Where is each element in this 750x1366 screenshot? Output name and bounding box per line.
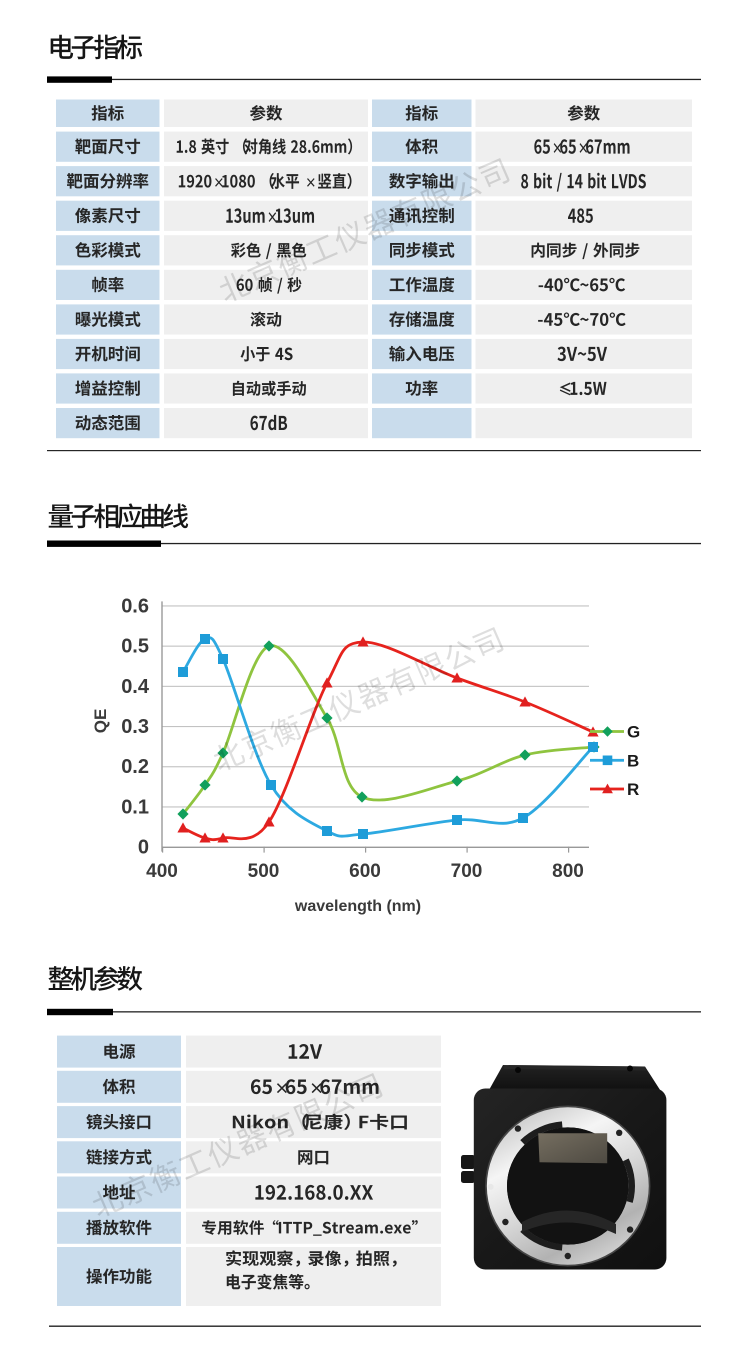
svg-text:0.6: 0.6 — [121, 595, 149, 617]
svg-text:QE: QE — [91, 709, 110, 734]
svg-text:G: G — [627, 723, 640, 742]
svg-text:0.2: 0.2 — [121, 756, 149, 778]
svg-text:400: 400 — [146, 861, 178, 882]
svg-text:B: B — [627, 751, 639, 770]
svg-text:600: 600 — [349, 861, 381, 882]
svg-text:0: 0 — [138, 837, 149, 859]
svg-text:0.4: 0.4 — [121, 676, 150, 698]
svg-text:R: R — [627, 780, 639, 799]
svg-text:700: 700 — [451, 861, 483, 882]
svg-text:500: 500 — [248, 861, 280, 882]
svg-text:0.3: 0.3 — [121, 716, 149, 738]
svg-text:0.5: 0.5 — [121, 636, 149, 658]
svg-text:800: 800 — [552, 861, 584, 882]
svg-text:0.1: 0.1 — [121, 796, 149, 818]
svg-text:wavelength (nm): wavelength (nm) — [294, 898, 421, 915]
